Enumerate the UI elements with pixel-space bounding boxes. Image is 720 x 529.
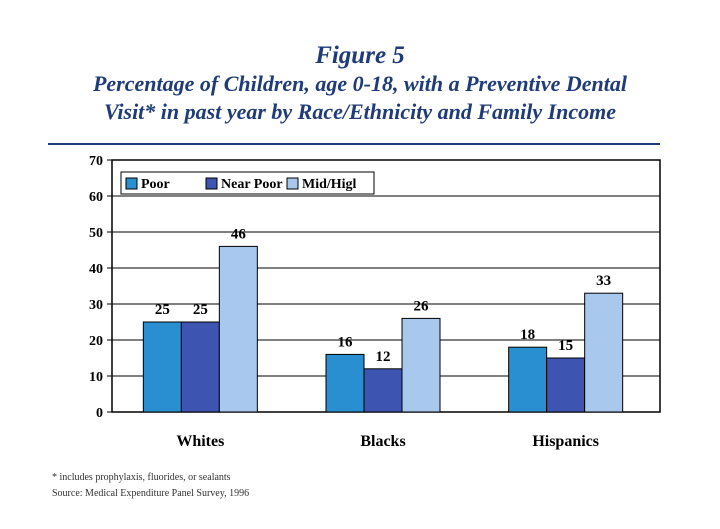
figure-label: Figure 5: [315, 42, 405, 69]
legend-swatch-poor: [125, 177, 138, 190]
data-label: 25: [155, 302, 170, 318]
x-category-label: Whites: [176, 433, 224, 450]
title-line-1: Percentage of Children, age 0-18, with a…: [92, 71, 628, 96]
data-label: 12: [376, 349, 391, 365]
legend-label-poor: Poor: [141, 177, 170, 192]
title-line-2: Visit* in past year by Race/Ethnicity an…: [103, 99, 617, 124]
bar-mid-high-whites: [218, 245, 258, 413]
y-tick-label: 70: [89, 154, 103, 169]
x-category-label: Hispanics: [532, 433, 599, 450]
legend-swatch-near-poor: [205, 177, 218, 190]
data-label: 15: [558, 338, 573, 354]
bar-poor-whites: [142, 321, 182, 413]
y-tick-label: 10: [89, 370, 103, 385]
data-label: 26: [414, 298, 430, 314]
x-category-label: Blacks: [360, 433, 405, 450]
bar-poor-blacks: [325, 353, 365, 413]
data-label: 16: [338, 334, 354, 350]
bar-near-poor-hispanics: [546, 357, 586, 413]
y-tick-label: 0: [96, 406, 103, 421]
y-tick-label: 30: [89, 298, 103, 313]
legend-box: [120, 171, 375, 195]
data-label: 46: [231, 226, 247, 242]
chart-notes: * includes prophylaxis, fluorides, or se…: [52, 470, 249, 502]
legend-label-near-poor: Near Poor: [221, 177, 283, 192]
bar-chart: 0 10 20 30 40 50 60 70 25 25 46 Whites 16 12 26 Blacks 1…: [89, 154, 661, 450]
bar-near-poor-blacks: [363, 368, 403, 413]
bar-near-poor-whites: [180, 321, 220, 413]
y-tick-label: 60: [89, 190, 103, 205]
data-label: 25: [193, 302, 208, 318]
legend-swatch-mid-high: [286, 177, 299, 190]
footnote: * includes prophylaxis, fluorides, or se…: [52, 472, 231, 483]
source-note: Source: Medical Expenditure Panel Survey…: [52, 488, 250, 499]
y-tick-label: 40: [89, 262, 103, 277]
bar-mid-high-blacks: [401, 317, 441, 413]
title-divider: [48, 143, 660, 145]
y-tick-label: 50: [89, 226, 103, 241]
y-tick-label: 20: [89, 334, 103, 349]
data-label: 33: [596, 273, 611, 289]
data-label: 18: [520, 327, 535, 343]
chart-title: Figure 5 Percentage of Children, age 0-1…: [0, 42, 720, 126]
bar-poor-hispanics: [508, 346, 548, 413]
legend-label-mid-high: Mid/Higl: [302, 177, 357, 192]
bar-mid-high-hispanics: [584, 292, 624, 413]
